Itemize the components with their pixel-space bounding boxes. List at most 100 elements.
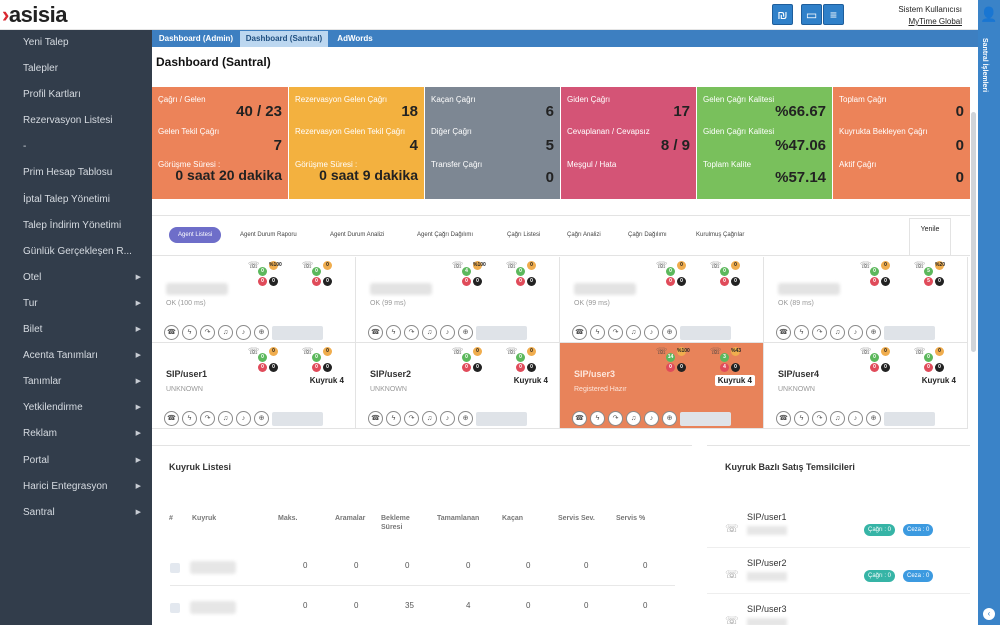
monitor-icon[interactable]: ▭ [801, 4, 822, 25]
queue-header[interactable]: Servis % [616, 515, 646, 522]
sidebar-item-14[interactable]: Yetkilendirme ▶ [0, 395, 152, 421]
agent-card[interactable]: SIP/user3 Registered Hazır Kuyruk 4 14 %100 0… [560, 343, 764, 429]
rep-item[interactable]: ☏ SIP/user1 Çağrı : 0 Ceza : 0 [707, 506, 970, 548]
forward-icon[interactable]: ↷ [812, 411, 827, 427]
user-icon[interactable]: 👤 [978, 0, 1000, 30]
phone-icon[interactable]: ☎ [164, 325, 179, 341]
sidebar-item-18[interactable]: Santral ▶ [0, 500, 152, 526]
agent-card[interactable]: OK (100 ms) 0 %100 0 0 ☏ 0 0 0 0 ☏ ☎ ϟ ↷ ♫ ♪ ⊕ [152, 257, 356, 343]
agent-control-bar[interactable] [884, 411, 935, 426]
refresh-button[interactable]: Yenile [909, 218, 951, 256]
headset-icon[interactable]: ♫ [218, 411, 233, 427]
tab-agent-durum-raporu[interactable]: Agent Durum Raporu [240, 232, 297, 238]
phone-icon[interactable]: ☎ [368, 411, 383, 427]
agent-card[interactable]: SIP/user4 UNKNOWN Kuyruk 4 0 0 0 0 ☏ 0 0 0 0 ☏ ☎ ϟ ↷ ♫ ♪ ⊕ [764, 343, 968, 429]
sidebar-item-4[interactable]: - [0, 134, 152, 160]
queue-header[interactable]: Tamamlanan [437, 515, 480, 522]
sidebar-item-12[interactable]: Acenta Tanımları ▶ [0, 343, 152, 369]
tab-cagri-dagilimi[interactable]: Çağrı Dağılımı [628, 232, 667, 238]
agent-control-bar[interactable] [476, 325, 527, 340]
row-checkbox[interactable] [170, 603, 180, 613]
sidebar-item-3[interactable]: Rezervasyon Listesi [0, 108, 152, 134]
agent-control-bar[interactable] [476, 411, 527, 426]
sidebar-item-16[interactable]: Portal ▶ [0, 448, 152, 474]
sidebar-item-10[interactable]: Tur ▶ [0, 291, 152, 317]
tab-agent-durum-analizi[interactable]: Agent Durum Analizi [330, 232, 385, 238]
conference-icon[interactable]: ⊕ [254, 325, 269, 341]
phone-icon[interactable]: ☎ [164, 411, 179, 427]
forward-icon[interactable]: ↷ [608, 325, 623, 341]
agent-card[interactable]: OK (99 ms) 4 %100 0 0 ☏ 0 0 0 0 ☏ ☎ ϟ ↷ ♫ ♪ ⊕ [356, 257, 560, 343]
phone-icon[interactable]: ☎ [368, 325, 383, 341]
logo[interactable]: ›asisia [2, 2, 68, 28]
agent-card[interactable]: SIP/user1 UNKNOWN Kuyruk 4 0 0 0 0 ☏ 0 0 0 0 ☏ ☎ ϟ ↷ ♫ ♪ ⊕ [152, 343, 356, 429]
flash-icon[interactable]: ϟ [590, 411, 605, 427]
mic-icon[interactable]: ♪ [440, 325, 455, 341]
flash-icon[interactable]: ϟ [386, 411, 401, 427]
tab-cagri-listesi[interactable]: Çağrı Listesi [507, 232, 541, 238]
mic-icon[interactable]: ♪ [236, 325, 251, 341]
flash-icon[interactable]: ϟ [794, 325, 809, 341]
queue-header[interactable]: Aramalar [335, 515, 366, 522]
headset-icon[interactable]: ♫ [626, 325, 641, 341]
user-company[interactable]: MyTime Global [908, 17, 963, 26]
queue-header[interactable]: Servis Sev. [558, 515, 595, 522]
forward-icon[interactable]: ↷ [200, 325, 215, 341]
mic-icon[interactable]: ♪ [236, 411, 251, 427]
forward-icon[interactable]: ↷ [404, 325, 419, 341]
queue-header[interactable]: Maks. [278, 515, 298, 522]
agent-control-bar[interactable] [884, 325, 935, 340]
sidebar-item-5[interactable]: Prim Hesap Tablosu [0, 160, 152, 186]
mic-icon[interactable]: ♪ [848, 411, 863, 427]
sidebar-item-0[interactable]: Yeni Talep [0, 30, 152, 56]
mic-icon[interactable]: ♪ [848, 325, 863, 341]
phone-icon[interactable]: ☎ [776, 411, 791, 427]
tab-kurulmus-cagrilar[interactable]: Kurulmuş Çağrılar [696, 232, 745, 238]
flash-icon[interactable]: ϟ [590, 325, 605, 341]
menu-icon[interactable]: ≡ [823, 4, 844, 25]
conference-icon[interactable]: ⊕ [866, 411, 881, 427]
headset-icon[interactable]: ♫ [422, 411, 437, 427]
santral-islemleri-label[interactable]: Santral İşlemleri [981, 38, 988, 93]
headset-icon[interactable]: ♫ [422, 325, 437, 341]
rep-item[interactable]: ☏ SIP/user2 Çağrı : 0 Ceza : 0 [707, 552, 970, 594]
forward-icon[interactable]: ↷ [812, 325, 827, 341]
tab-agent-listesi[interactable]: Agent Listesi [169, 227, 222, 243]
phone-icon[interactable]: ☎ [572, 325, 587, 341]
agent-control-bar[interactable] [680, 325, 731, 340]
user-info[interactable]: Sistem Kullanıcısı MyTime Global [898, 4, 962, 28]
agent-card[interactable]: OK (89 ms) 0 0 0 0 ☏ 5 %20 5 0 ☏ ☎ ϟ ↷ ♫ ♪ ⊕ [764, 257, 968, 343]
flash-icon[interactable]: ϟ [794, 411, 809, 427]
conference-icon[interactable]: ⊕ [662, 325, 677, 341]
tab-adwords[interactable]: AdWords [337, 34, 373, 43]
tab-dashboard-santral[interactable]: Dashboard (Santral) [240, 31, 328, 47]
headset-icon[interactable]: ♫ [830, 411, 845, 427]
agent-card[interactable]: OK (99 ms) 0 0 0 0 ☏ 0 0 0 0 ☏ ☎ ϟ ↷ ♫ ♪ ⊕ [560, 257, 764, 343]
forward-icon[interactable]: ↷ [608, 411, 623, 427]
flash-icon[interactable]: ϟ [182, 325, 197, 341]
conference-icon[interactable]: ⊕ [662, 411, 677, 427]
row-checkbox[interactable] [170, 563, 180, 573]
phone-icon[interactable]: ☎ [572, 411, 587, 427]
sidebar-item-7[interactable]: Talep İndirim Yönetimi [0, 213, 152, 239]
table-row[interactable]: 0 0 35 4 0 0 0 [152, 597, 692, 621]
conference-icon[interactable]: ⊕ [458, 325, 473, 341]
sidebar-item-6[interactable]: İptal Talep Yönetimi [0, 187, 152, 213]
conference-icon[interactable]: ⊕ [866, 325, 881, 341]
forward-icon[interactable]: ↷ [404, 411, 419, 427]
conference-icon[interactable]: ⊕ [458, 411, 473, 427]
chevron-left-icon[interactable]: ‹ [983, 608, 995, 620]
scrollbar[interactable] [971, 112, 976, 352]
agent-control-bar[interactable] [272, 325, 323, 340]
queue-header[interactable]: Kuyruk [192, 515, 217, 522]
tab-cagri-analizi[interactable]: Çağrı Analizi [567, 232, 601, 238]
queue-header[interactable]: Kaçan [502, 515, 524, 522]
sidebar-item-13[interactable]: Tanımlar ▶ [0, 369, 152, 395]
shekel-icon[interactable]: ₪ [772, 4, 793, 25]
table-row[interactable]: 0 0 0 0 0 0 0 [152, 557, 692, 586]
sidebar-item-11[interactable]: Bilet ▶ [0, 317, 152, 343]
flash-icon[interactable]: ϟ [386, 325, 401, 341]
sidebar-item-15[interactable]: Reklam ▶ [0, 421, 152, 447]
queue-header[interactable]: Bekleme Süresi [381, 515, 410, 531]
agent-card[interactable]: SIP/user2 UNKNOWN Kuyruk 4 0 0 0 0 ☏ 0 0 0 0 ☏ ☎ ϟ ↷ ♫ ♪ ⊕ [356, 343, 560, 429]
